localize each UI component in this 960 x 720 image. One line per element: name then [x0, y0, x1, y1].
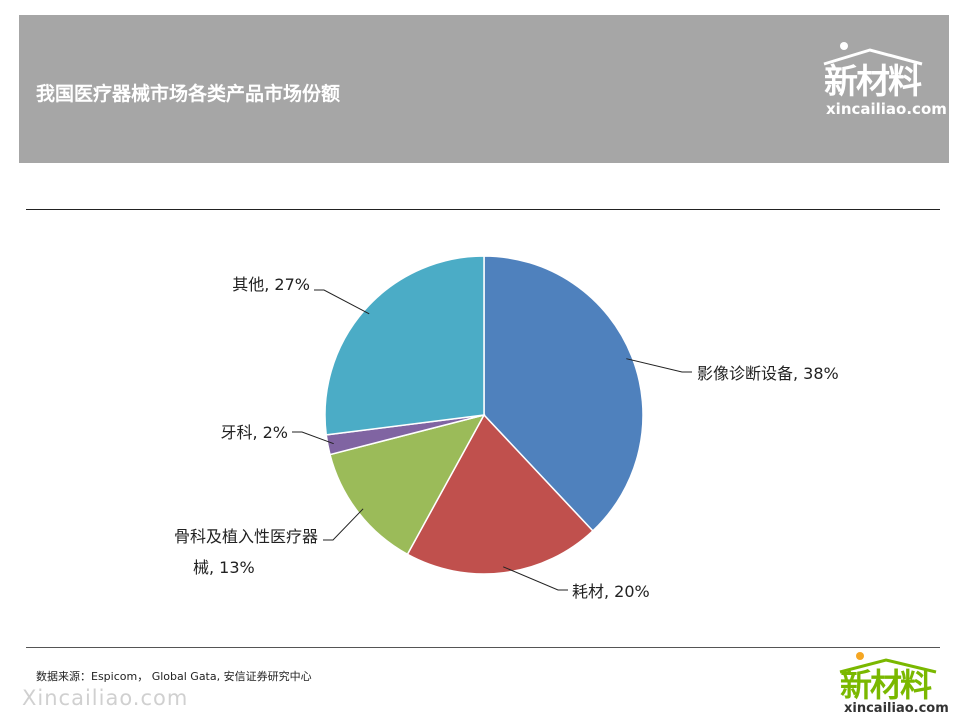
leader-line — [314, 289, 370, 315]
slice-orthopedic — [329, 413, 486, 556]
leader-line — [503, 566, 568, 591]
divider-bottom — [26, 647, 940, 648]
label-consumables: 耗材, 20% — [572, 582, 650, 601]
label-orthopedic-line1: 骨科及植入性医疗器 — [174, 527, 318, 546]
logo-text-cn: 新材料 — [824, 62, 922, 102]
label-imaging: 影像诊断设备, 38% — [697, 364, 839, 383]
slice-consumables — [406, 413, 594, 575]
house-roof-icon — [823, 42, 923, 66]
house-roof-icon — [839, 652, 937, 674]
slice-imaging — [483, 255, 644, 532]
leader-line — [323, 508, 364, 541]
logo-top: 新材料 xincailiao.com — [810, 36, 948, 126]
source-note: 数据来源：Espicom， Global Gata, 安信证券研究中心 — [36, 670, 312, 683]
logo-bottom: 新材料 xincailiao.com — [830, 650, 955, 718]
label-orthopedic-line2: 械, 13% — [193, 558, 255, 577]
page-title: 我国医疗器械市场各类产品市场份额 — [36, 83, 341, 105]
logo-text-en: xincailiao.com — [826, 100, 947, 118]
watermark-text: Xincailiao.com — [22, 686, 189, 710]
logo-text-cn: 新材料 — [840, 666, 932, 704]
leader-line — [626, 358, 692, 373]
header-banner: 我国医疗器械市场各类产品市场份额 — [19, 15, 949, 163]
leader-line — [292, 431, 334, 445]
label-other: 其他, 27% — [232, 275, 310, 294]
logo-text-en: xincailiao.com — [844, 701, 949, 716]
label-dental: 牙科, 2% — [220, 423, 288, 442]
divider-top — [26, 209, 940, 210]
slice-other — [324, 255, 485, 436]
